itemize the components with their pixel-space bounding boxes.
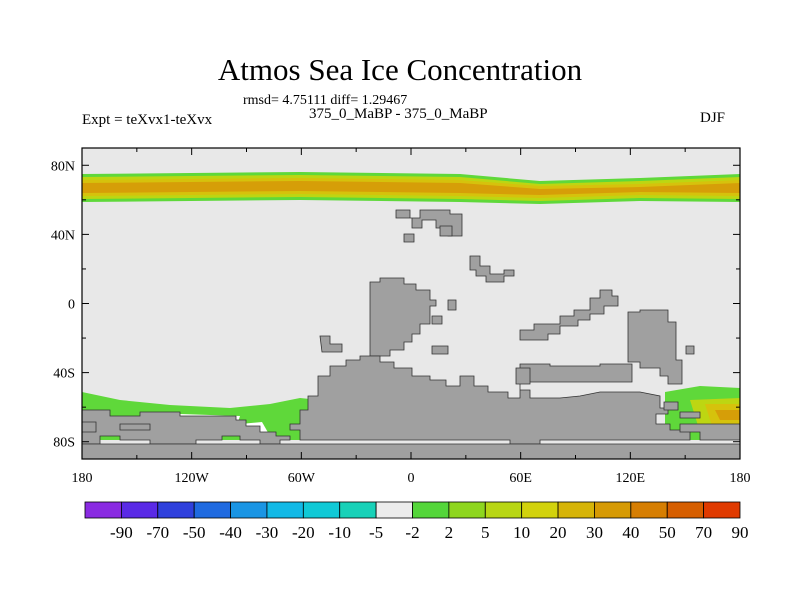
x-tick-label: 120E [616,471,646,486]
colorbar-label: -70 [146,523,169,542]
colorbar-box [630,501,668,519]
colorbar-label: -5 [369,523,383,542]
chart-title: Atmos Sea Ice Concentration [217,52,583,87]
colorbar-box [375,501,413,519]
colorbar-label: 10 [513,523,530,542]
colorbar-label: 20 [550,523,567,542]
colorbar-label: 70 [695,523,712,542]
colorbar-label: -2 [405,523,419,542]
colorbar-label: 50 [659,523,676,542]
colorbar-box [594,501,632,519]
colorbar-box [448,501,486,519]
colorbar-box [484,501,523,519]
colorbar-label: -10 [328,523,351,542]
colorbar-label: -40 [219,523,242,542]
colorbar-label: 30 [586,523,603,542]
colorbar-box [84,501,122,519]
x-tick-label: 180 [730,471,751,486]
colorbar-box [120,501,159,519]
colorbar-label: 2 [445,523,454,542]
x-tick-label: 180 [72,471,93,486]
y-tick-label: 80N [51,159,75,174]
axis-ticks: 180 120W 60W 0 60E 120E 180 80N 40N 0 40S 80S [51,148,751,486]
x-tick-label: 0 [408,471,415,486]
colorbar-label: -30 [256,523,279,542]
colorbar-label: 90 [732,523,749,542]
colorbar-label: -50 [183,523,206,542]
colorbar-box [557,501,595,519]
x-tick-label: 60W [288,471,316,486]
y-tick-label: 80S [53,436,75,451]
colorbar-box [266,501,304,519]
colorbar-box [230,501,268,519]
x-tick-label: 60E [509,471,532,486]
experiment-label: Expt = teXvx1-teXvx [82,112,213,128]
colorbar-box [302,501,341,519]
y-tick-label: 40S [53,367,75,382]
colorbar-label: 40 [622,523,639,542]
northern-ice-band [82,172,740,204]
colorbar-box [412,501,450,519]
colorbar-box [157,501,195,519]
y-tick-label: 40N [51,228,75,243]
colorbar-label: -20 [292,523,315,542]
colorbar-box [193,501,231,519]
chart-subtitle: 375_0_MaBP - 375_0_MaBP [309,106,488,122]
colorbar-label: 5 [481,523,490,542]
colorbar-box [666,501,705,519]
rmsd-diff-stats: rmsd= 4.75111 diff= 1.29467 [243,93,408,108]
y-tick-label: 0 [68,298,75,313]
colorbar-box [521,501,559,519]
x-tick-label: 120W [175,471,210,486]
colorbar-box [703,501,741,519]
season-label: DJF [700,110,726,126]
colorbar-label: -90 [110,523,133,542]
colorbar-box [339,501,377,519]
